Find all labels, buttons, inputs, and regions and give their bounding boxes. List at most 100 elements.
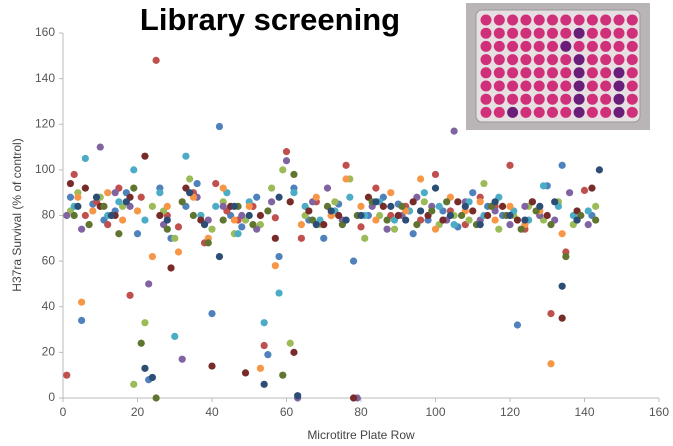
x-tick-label: 40	[205, 405, 219, 419]
point	[78, 225, 86, 233]
point	[126, 291, 134, 299]
point	[357, 202, 365, 210]
point	[89, 207, 97, 215]
well	[586, 54, 598, 66]
point	[506, 161, 514, 169]
y-tick-label: 100	[35, 162, 55, 176]
point	[409, 198, 417, 206]
point	[178, 355, 186, 363]
point	[539, 182, 548, 190]
point	[469, 189, 477, 197]
x-tick-label: 0	[60, 405, 67, 419]
point	[450, 221, 458, 229]
point	[271, 214, 279, 222]
point	[256, 364, 265, 372]
plate	[475, 9, 641, 123]
well	[613, 67, 625, 79]
well	[626, 106, 638, 118]
point	[104, 189, 112, 197]
point	[439, 216, 447, 224]
point	[506, 221, 514, 229]
point	[133, 230, 142, 238]
point	[290, 189, 298, 197]
point	[428, 207, 436, 215]
point	[238, 211, 246, 220]
point	[286, 198, 294, 206]
point	[271, 234, 279, 242]
well	[520, 40, 532, 52]
point	[215, 122, 224, 131]
well	[480, 80, 492, 92]
well	[547, 67, 558, 79]
point	[536, 202, 544, 210]
point	[320, 221, 328, 229]
point	[450, 127, 458, 135]
well	[586, 14, 598, 26]
point	[193, 179, 201, 188]
point	[558, 161, 566, 169]
well	[560, 67, 572, 79]
point	[390, 225, 399, 233]
point	[119, 216, 127, 224]
point	[171, 332, 179, 341]
point	[174, 223, 183, 231]
point	[275, 289, 283, 297]
well	[560, 93, 572, 105]
well	[573, 54, 585, 66]
point	[573, 216, 581, 224]
point	[152, 56, 160, 64]
point	[141, 364, 149, 372]
point	[234, 230, 242, 238]
point	[141, 216, 149, 224]
point	[219, 216, 227, 224]
well	[626, 27, 638, 39]
well	[533, 93, 545, 105]
well	[613, 80, 625, 92]
well	[493, 40, 505, 52]
point	[141, 152, 149, 160]
well	[560, 54, 572, 66]
point	[104, 221, 112, 229]
well	[493, 27, 505, 39]
point	[85, 221, 93, 229]
x-tick-label: 60	[280, 405, 294, 419]
well	[480, 54, 492, 66]
well	[573, 14, 585, 26]
point	[457, 211, 466, 220]
point	[513, 321, 522, 329]
point	[208, 309, 216, 318]
well	[586, 27, 598, 39]
point	[148, 202, 156, 210]
well	[586, 106, 598, 118]
point	[137, 339, 145, 347]
point	[349, 394, 358, 402]
well	[507, 27, 519, 39]
point	[156, 189, 164, 197]
point	[130, 184, 138, 192]
well	[573, 80, 585, 92]
well	[480, 40, 492, 52]
point	[189, 211, 197, 220]
point	[279, 166, 287, 174]
point	[342, 216, 350, 224]
well	[600, 14, 612, 26]
point	[469, 207, 477, 215]
point	[63, 211, 71, 220]
y-tick-label: 20	[42, 345, 56, 359]
point	[379, 202, 387, 210]
well	[626, 67, 638, 79]
point	[204, 239, 212, 247]
well	[573, 93, 585, 105]
point	[163, 225, 171, 233]
point	[342, 175, 350, 183]
point	[130, 380, 138, 388]
point	[491, 216, 499, 224]
point	[294, 392, 302, 400]
point	[63, 371, 71, 379]
point	[454, 198, 462, 206]
point	[420, 189, 428, 197]
point	[551, 198, 559, 206]
point	[547, 309, 555, 318]
well	[613, 93, 625, 105]
